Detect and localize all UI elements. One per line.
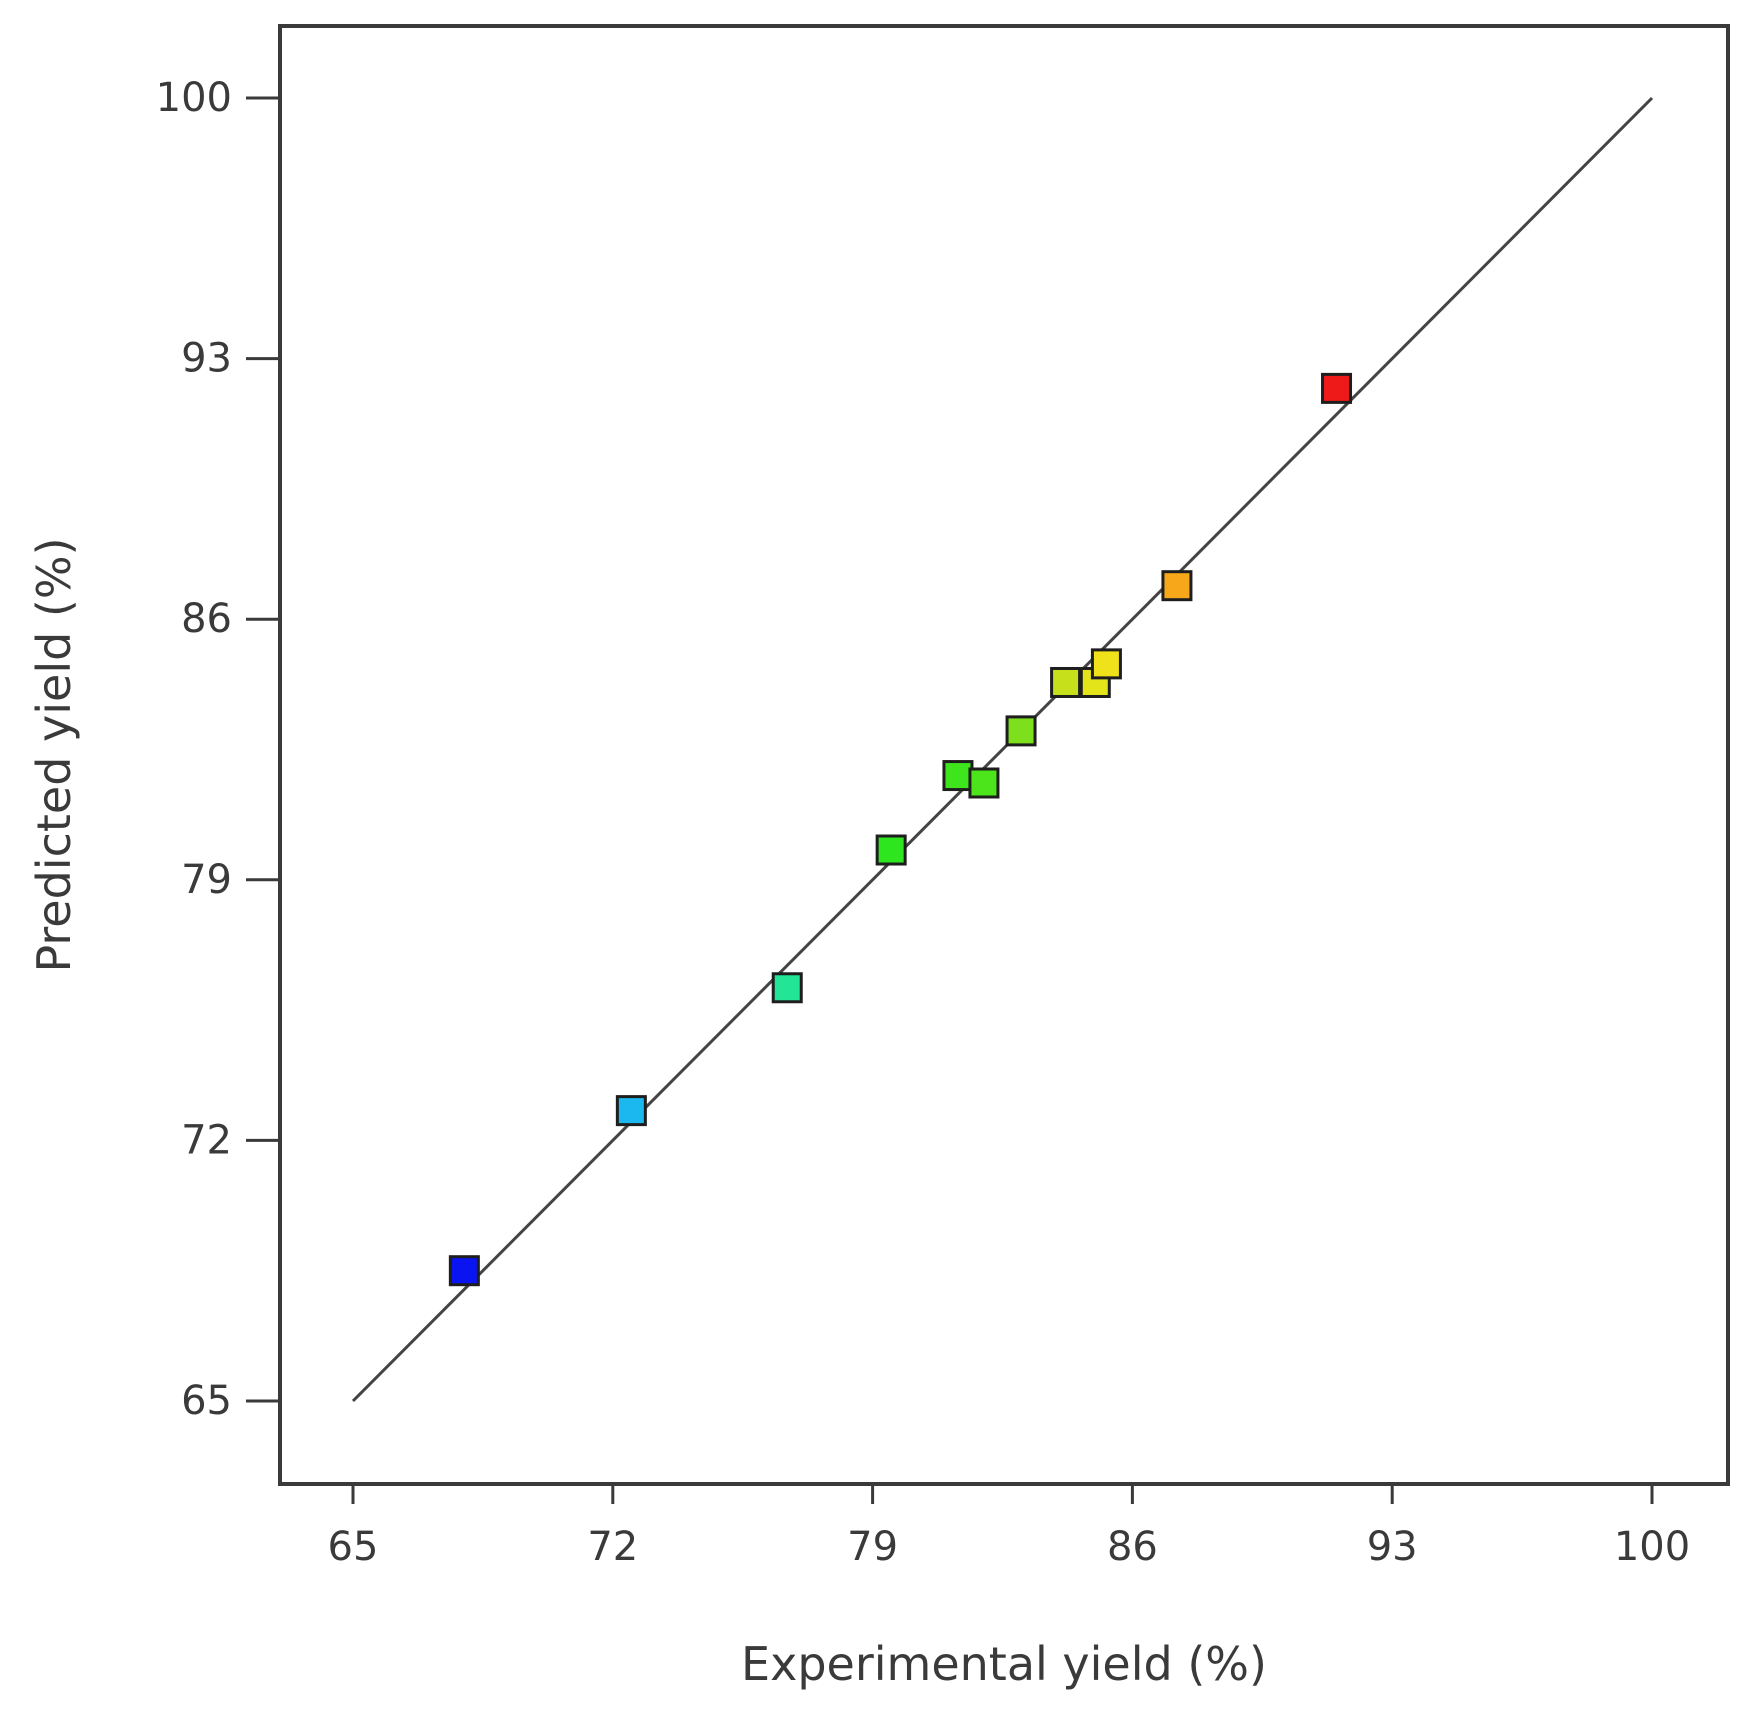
data-point	[1090, 648, 1122, 680]
data-point	[1050, 666, 1082, 698]
y-axis: 65 72 79 86 93 100	[156, 75, 280, 1424]
x-tick-label: 93	[1367, 1524, 1418, 1570]
data-point	[1005, 715, 1037, 747]
y-tick-label: 100	[156, 75, 232, 121]
data-point	[615, 1095, 647, 1127]
data-point	[448, 1255, 480, 1287]
x-axis-title: Experimental yield (%)	[741, 1637, 1267, 1691]
y-tick-label: 79	[181, 857, 232, 903]
data-point	[1321, 372, 1353, 404]
x-tick-label: 100	[1614, 1524, 1690, 1570]
data-point	[771, 972, 803, 1004]
reference-line	[351, 96, 1654, 1403]
y-tick-label: 93	[181, 336, 232, 382]
data-point	[968, 767, 1000, 799]
data-point	[1161, 570, 1193, 602]
data-points	[448, 372, 1353, 1287]
x-tick-label: 65	[328, 1524, 379, 1570]
x-tick-label: 72	[587, 1524, 638, 1570]
x-tick-label: 86	[1107, 1524, 1158, 1570]
y-tick-label: 65	[181, 1378, 232, 1424]
y-tick-label: 72	[181, 1117, 232, 1163]
y-axis-title: Predicted yield (%)	[27, 537, 81, 972]
data-point	[942, 760, 974, 792]
x-tick-label: 79	[847, 1524, 898, 1570]
x-axis: 65 72 79 86 93 100	[328, 1484, 1690, 1570]
plot-frame	[278, 24, 1730, 1486]
data-point	[875, 834, 907, 866]
y-tick-label: 86	[181, 596, 232, 642]
